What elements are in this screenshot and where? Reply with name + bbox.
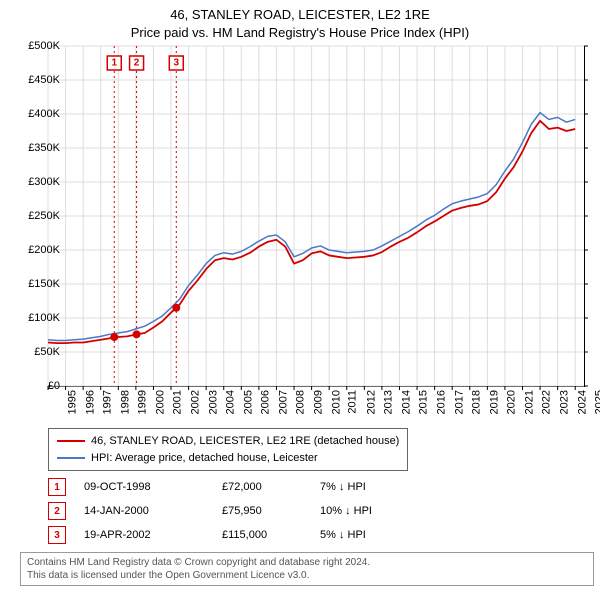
sales-table: 1 09-OCT-1998 £72,000 7% ↓ HPI 2 14-JAN-2000 £… <box>48 478 440 550</box>
x-tick-label: 2007 <box>277 390 289 414</box>
footer-attribution: Contains HM Land Registry data © Crown c… <box>20 552 594 586</box>
y-tick-label: £300K <box>16 176 60 188</box>
x-tick-label: 2001 <box>172 390 184 414</box>
footer-line-1: Contains HM Land Registry data © Crown c… <box>27 556 587 569</box>
x-tick-label: 2018 <box>471 390 483 414</box>
legend-label: 46, STANLEY ROAD, LEICESTER, LE2 1RE (de… <box>91 433 399 450</box>
sale-date: 19-APR-2002 <box>84 529 204 541</box>
x-tick-label: 1996 <box>84 390 96 414</box>
y-tick-label: £450K <box>16 74 60 86</box>
x-tick-label: 2017 <box>453 390 465 414</box>
sale-date: 09-OCT-1998 <box>84 481 204 493</box>
svg-text:3: 3 <box>174 58 180 69</box>
y-tick-label: £0 <box>16 380 60 392</box>
sale-price: £115,000 <box>222 529 302 541</box>
sale-vs-hpi: 10% ↓ HPI <box>320 505 440 517</box>
y-tick-label: £500K <box>16 40 60 52</box>
legend-row: HPI: Average price, detached house, Leic… <box>57 450 399 467</box>
legend: 46, STANLEY ROAD, LEICESTER, LE2 1RE (de… <box>48 428 408 471</box>
legend-swatch <box>57 457 85 459</box>
legend-row: 46, STANLEY ROAD, LEICESTER, LE2 1RE (de… <box>57 433 399 450</box>
x-tick-label: 2021 <box>523 390 535 414</box>
x-tick-label: 2016 <box>436 390 448 414</box>
x-tick-label: 2006 <box>260 390 272 414</box>
sale-marker-badge: 3 <box>48 526 66 544</box>
x-tick-label: 2025 <box>594 390 600 414</box>
y-tick-label: £50K <box>16 346 60 358</box>
x-tick-label: 2019 <box>488 390 500 414</box>
x-tick-label: 2000 <box>154 390 166 414</box>
x-tick-label: 2014 <box>400 390 412 414</box>
x-tick-label: 1995 <box>66 390 78 414</box>
x-tick-label: 2002 <box>190 390 202 414</box>
x-tick-label: 2004 <box>225 390 237 414</box>
chart-container: 46, STANLEY ROAD, LEICESTER, LE2 1RE Pri… <box>0 0 600 590</box>
y-tick-label: £200K <box>16 244 60 256</box>
legend-label: HPI: Average price, detached house, Leic… <box>91 450 318 467</box>
svg-text:1: 1 <box>111 58 117 69</box>
sale-price: £75,950 <box>222 505 302 517</box>
title-subtitle: Price paid vs. HM Land Registry's House … <box>0 24 600 42</box>
sale-price: £72,000 <box>222 481 302 493</box>
x-tick-label: 2011 <box>347 390 359 414</box>
title-address: 46, STANLEY ROAD, LEICESTER, LE2 1RE <box>0 6 600 24</box>
x-tick-label: 2022 <box>541 390 553 414</box>
x-tick-label: 2024 <box>576 390 588 414</box>
x-tick-label: 2020 <box>506 390 518 414</box>
svg-text:2: 2 <box>134 58 140 69</box>
y-tick-label: £100K <box>16 312 60 324</box>
sale-marker-badge: 1 <box>48 478 66 496</box>
x-tick-label: 1998 <box>119 390 131 414</box>
y-tick-label: £350K <box>16 142 60 154</box>
x-tick-label: 2012 <box>365 390 377 414</box>
x-tick-label: 1997 <box>102 390 114 414</box>
x-tick-label: 2023 <box>559 390 571 414</box>
x-tick-label: 2009 <box>313 390 325 414</box>
sales-row: 1 09-OCT-1998 £72,000 7% ↓ HPI <box>48 478 440 496</box>
x-tick-label: 2008 <box>295 390 307 414</box>
chart-plot-area: 1 2 3 <box>48 46 585 387</box>
sale-vs-hpi: 7% ↓ HPI <box>320 481 440 493</box>
y-tick-label: £250K <box>16 210 60 222</box>
x-tick-label: 2010 <box>330 390 342 414</box>
x-tick-label: 2015 <box>418 390 430 414</box>
sales-row: 2 14-JAN-2000 £75,950 10% ↓ HPI <box>48 502 440 520</box>
footer-line-2: This data is licensed under the Open Gov… <box>27 569 587 582</box>
sale-vs-hpi: 5% ↓ HPI <box>320 529 440 541</box>
x-tick-label: 2003 <box>207 390 219 414</box>
chart-svg: 1 2 3 <box>48 46 584 386</box>
sales-row: 3 19-APR-2002 £115,000 5% ↓ HPI <box>48 526 440 544</box>
sale-date: 14-JAN-2000 <box>84 505 204 517</box>
x-tick-label: 1999 <box>137 390 149 414</box>
y-tick-label: £400K <box>16 108 60 120</box>
sale-marker-badge: 2 <box>48 502 66 520</box>
legend-swatch <box>57 440 85 442</box>
y-tick-label: £150K <box>16 278 60 290</box>
x-tick-label: 2005 <box>242 390 254 414</box>
x-tick-label: 2013 <box>383 390 395 414</box>
title-block: 46, STANLEY ROAD, LEICESTER, LE2 1RE Pri… <box>0 0 600 42</box>
